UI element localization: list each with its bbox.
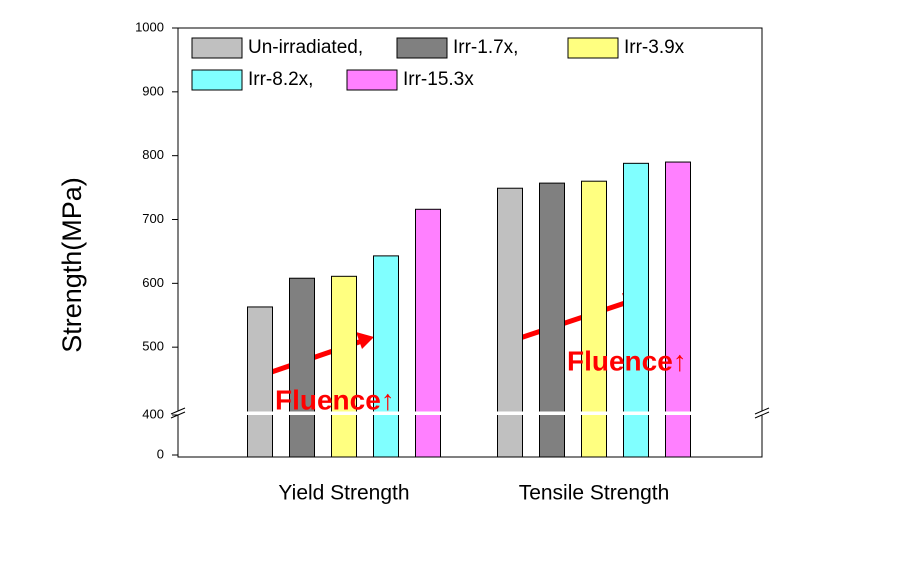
legend-label: Irr-1.7x,	[453, 37, 518, 58]
axis-break-gap	[754, 411, 770, 415]
break-mark	[754, 407, 770, 415]
bar	[497, 187, 523, 458]
bar	[373, 255, 399, 458]
arrow	[519, 299, 629, 341]
y-axis-title: Strength(MPa)	[57, 177, 87, 353]
y-tick-label: 700	[142, 211, 164, 226]
axis-break-gap	[170, 411, 186, 415]
y-tick-label: 1000	[135, 19, 164, 34]
break-mark	[170, 407, 186, 415]
legend-label: Irr-8.2x,	[248, 69, 313, 90]
bar	[289, 277, 315, 458]
annotation: Fluence↑	[567, 345, 687, 376]
plot-frame	[177, 27, 763, 458]
legend-label: Irr-3.9x	[624, 37, 685, 58]
bar	[331, 275, 357, 458]
axis-break-gap	[176, 411, 764, 415]
legend-label: Un-irradiated,	[248, 37, 363, 58]
legend-swatch	[567, 37, 619, 59]
y-tick-label: 600	[142, 275, 164, 290]
x-tick-label: Tensile Strength	[519, 482, 670, 505]
y-tick-label: 400	[142, 406, 164, 421]
legend-label: Irr-15.3x	[403, 69, 474, 90]
bar	[539, 182, 565, 458]
arrow-head	[356, 332, 374, 349]
break-mark	[754, 411, 770, 419]
bar	[581, 180, 607, 458]
bar	[623, 162, 649, 458]
y-tick-label: 500	[142, 339, 164, 354]
y-tick-label: 0	[157, 446, 164, 461]
annotation: Fluence↑	[275, 384, 395, 415]
bar	[415, 208, 441, 458]
legend-swatch	[396, 37, 448, 59]
y-tick-label: 800	[142, 147, 164, 162]
y-tick-label: 900	[142, 83, 164, 98]
legend-swatch	[191, 69, 243, 91]
x-tick-label: Yield Strength	[278, 482, 409, 505]
bar	[247, 306, 273, 458]
legend-swatch	[191, 37, 243, 59]
legend-swatch	[346, 69, 398, 91]
bar	[665, 161, 691, 458]
